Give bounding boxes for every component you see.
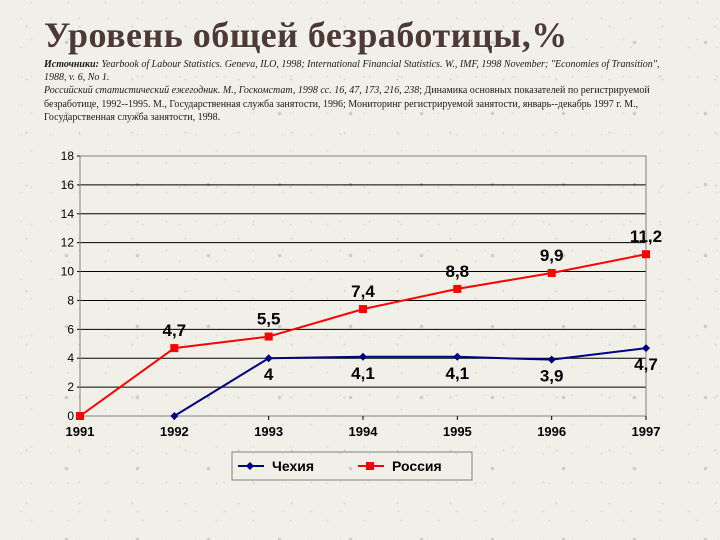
svg-text:4: 4 xyxy=(264,365,274,384)
svg-text:4,1: 4,1 xyxy=(446,364,470,383)
svg-text:4,7: 4,7 xyxy=(163,321,187,340)
unemployment-chart: 0 2 4 6 8 10 12 14 16 18 1991 1992 1993 1994 1995 1996 1… xyxy=(32,146,672,506)
svg-text:1995: 1995 xyxy=(443,424,472,439)
svg-text:4,7: 4,7 xyxy=(634,355,658,374)
svg-text:1997: 1997 xyxy=(632,424,661,439)
svg-text:5,5: 5,5 xyxy=(257,309,281,328)
svg-text:6: 6 xyxy=(67,322,74,336)
sources-block: Источники: Yearbook of Labour Statistics… xyxy=(44,58,684,124)
svg-text:11,2: 11,2 xyxy=(630,227,662,246)
svg-text:1993: 1993 xyxy=(254,424,283,439)
svg-text:9,9: 9,9 xyxy=(540,246,564,265)
svg-text:4: 4 xyxy=(67,351,74,365)
svg-text:8,8: 8,8 xyxy=(446,262,470,281)
svg-text:14: 14 xyxy=(61,207,75,221)
page-title: Уровень общей безработицы,% xyxy=(44,14,692,56)
svg-text:1992: 1992 xyxy=(160,424,189,439)
svg-text:2: 2 xyxy=(67,380,74,394)
svg-text:16: 16 xyxy=(61,178,75,192)
svg-text:Россия: Россия xyxy=(392,458,442,474)
svg-text:7,4: 7,4 xyxy=(351,282,375,301)
svg-text:1994: 1994 xyxy=(349,424,379,439)
svg-text:8: 8 xyxy=(67,293,74,307)
svg-text:12: 12 xyxy=(61,236,75,250)
svg-text:Чехия: Чехия xyxy=(272,458,314,474)
svg-text:0: 0 xyxy=(67,409,74,423)
svg-text:18: 18 xyxy=(61,149,75,163)
svg-text:10: 10 xyxy=(61,264,75,278)
chart-svg: 0 2 4 6 8 10 12 14 16 18 1991 1992 1993 1994 1995 1996 1… xyxy=(32,146,672,506)
svg-text:3,9: 3,9 xyxy=(540,367,564,386)
svg-text:4,1: 4,1 xyxy=(351,364,375,383)
svg-text:1996: 1996 xyxy=(537,424,566,439)
svg-text:1991: 1991 xyxy=(66,424,95,439)
